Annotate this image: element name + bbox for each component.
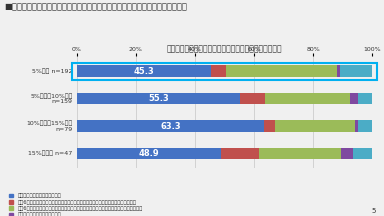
Bar [358,120,372,132]
Bar [77,65,211,77]
Bar [240,93,265,104]
Bar [275,120,355,132]
Bar [259,148,341,159]
Bar [353,148,372,159]
Bar [264,120,275,132]
Bar [77,148,222,159]
Bar [337,65,340,77]
Bar [222,148,259,159]
Bar [358,93,372,104]
Bar [355,120,358,132]
Text: ■総職員数に対するリハビリテーション専門職の在籍割合（介護施設・事業所）: ■総職員数に対するリハビリテーション専門職の在籍割合（介護施設・事業所） [4,2,187,11]
Bar [350,93,358,104]
Bar [265,93,350,104]
Bar [341,148,353,159]
Bar [77,93,240,104]
Bar [226,65,337,77]
Bar [211,65,226,77]
Text: 45.3: 45.3 [133,67,154,76]
Text: 5: 5 [372,208,376,214]
Bar [340,65,372,77]
Text: 63.3: 63.3 [160,122,181,130]
Text: 総職員数に対するリハビリテーション専門職の在籍割合: 総職員数に対するリハビリテーション専門職の在籍割合 [167,44,283,53]
Legend: 現金給与総額が引き上げられた, 令和6年３月時点の給与水準を継続しているが、今後１年以内に引き上げられる予定, 令和6年３月時点の給与水準を継続しており、今後１: 現金給与総額が引き上げられた, 令和6年３月時点の給与水準を継続しているが、今後… [7,191,145,216]
Text: 48.9: 48.9 [139,149,159,158]
Text: 55.3: 55.3 [148,94,169,103]
Bar [77,120,264,132]
